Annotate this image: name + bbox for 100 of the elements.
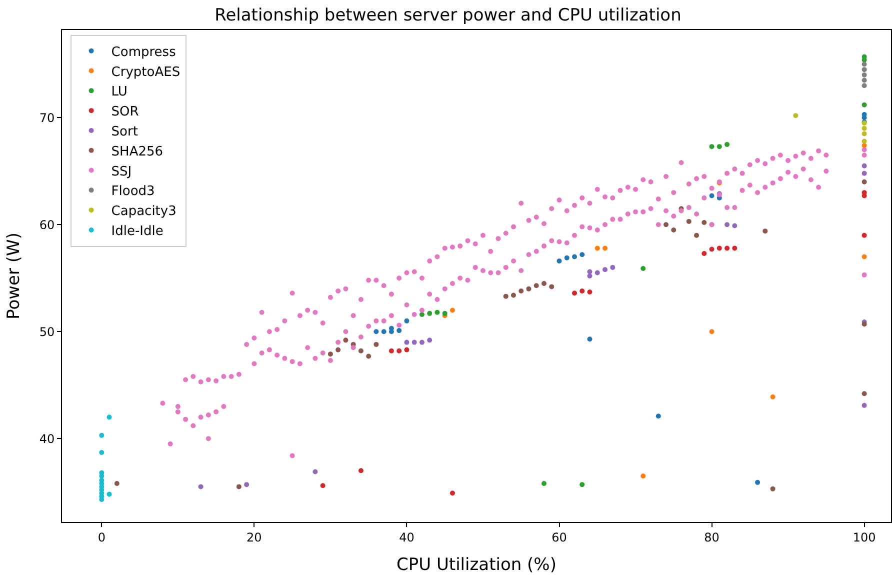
legend-label: Idle-Idle [111, 224, 164, 240]
x-axis-title: CPU Utilization (%) [396, 555, 556, 575]
point [862, 138, 867, 144]
point [862, 179, 867, 184]
legend-label: Flood3 [111, 184, 155, 200]
point [770, 394, 776, 400]
y-axis-title: Power (W) [4, 232, 24, 320]
point [862, 322, 867, 327]
point [702, 251, 707, 256]
point [587, 274, 592, 278]
point [396, 348, 402, 354]
point [381, 329, 386, 334]
x-tick-label: 60 [552, 530, 567, 544]
y-tick-label: 70 [39, 110, 55, 125]
point [594, 270, 600, 276]
point [442, 310, 448, 316]
point [358, 348, 364, 354]
point [732, 223, 738, 228]
point [580, 288, 585, 294]
point [388, 326, 394, 331]
legend-label: SOR [111, 104, 139, 120]
point [724, 222, 730, 228]
point [709, 144, 714, 150]
point [862, 67, 867, 72]
point [694, 232, 700, 238]
point [664, 222, 669, 228]
point [99, 432, 104, 438]
point [862, 391, 867, 396]
point [862, 170, 867, 176]
point [99, 450, 104, 455]
point [343, 338, 348, 343]
point [366, 354, 372, 359]
point [862, 126, 867, 131]
point [106, 492, 112, 497]
point [450, 308, 455, 313]
point [709, 246, 714, 252]
x-tick-label: 80 [704, 530, 720, 544]
point [541, 481, 546, 486]
point [114, 481, 120, 486]
point [419, 312, 424, 317]
point [610, 264, 616, 270]
point [244, 482, 250, 488]
point [716, 144, 722, 150]
point [427, 310, 432, 316]
point [862, 83, 867, 88]
point [336, 347, 341, 352]
point [572, 254, 577, 260]
legend-label: Capacity3 [111, 204, 176, 220]
legend-label: Sort [111, 124, 138, 140]
point [862, 254, 867, 260]
point [587, 269, 592, 274]
legend-label: Compress [111, 44, 176, 60]
point [686, 218, 692, 224]
point [762, 228, 768, 234]
point [518, 288, 524, 294]
point [198, 484, 204, 490]
legend-label: CryptoAES [111, 64, 180, 80]
point [594, 246, 600, 251]
legend-label: LU [111, 84, 128, 100]
point [862, 232, 867, 238]
point [862, 62, 867, 67]
point [374, 329, 379, 334]
point [716, 246, 722, 251]
point [724, 246, 730, 251]
point [724, 142, 730, 147]
point [388, 348, 394, 354]
point [732, 246, 738, 251]
point [564, 255, 570, 260]
point [320, 483, 326, 488]
x-tick-label: 40 [399, 530, 414, 544]
x-tick-label: 0 [98, 530, 106, 544]
point [427, 338, 432, 343]
point [236, 484, 242, 490]
point [526, 286, 532, 292]
point [587, 290, 592, 295]
legend-label: SHA256 [111, 144, 164, 160]
point [656, 414, 661, 419]
point [709, 329, 714, 334]
point [587, 336, 592, 342]
y-tick-label: 40 [39, 432, 55, 446]
point [450, 490, 455, 496]
point [862, 163, 867, 168]
point [503, 294, 508, 299]
point [572, 290, 577, 296]
point [862, 102, 867, 108]
point [770, 486, 776, 492]
point [106, 414, 112, 420]
x-tick-label: 100 [852, 530, 876, 544]
point [510, 292, 516, 298]
point [328, 352, 333, 357]
point [709, 193, 714, 198]
point [396, 328, 402, 334]
point [862, 402, 867, 408]
point [404, 318, 410, 324]
point [374, 342, 379, 347]
point [862, 78, 867, 83]
point [602, 267, 608, 272]
point [862, 112, 867, 117]
point [541, 280, 546, 286]
legend-label: SSJ [111, 164, 132, 180]
